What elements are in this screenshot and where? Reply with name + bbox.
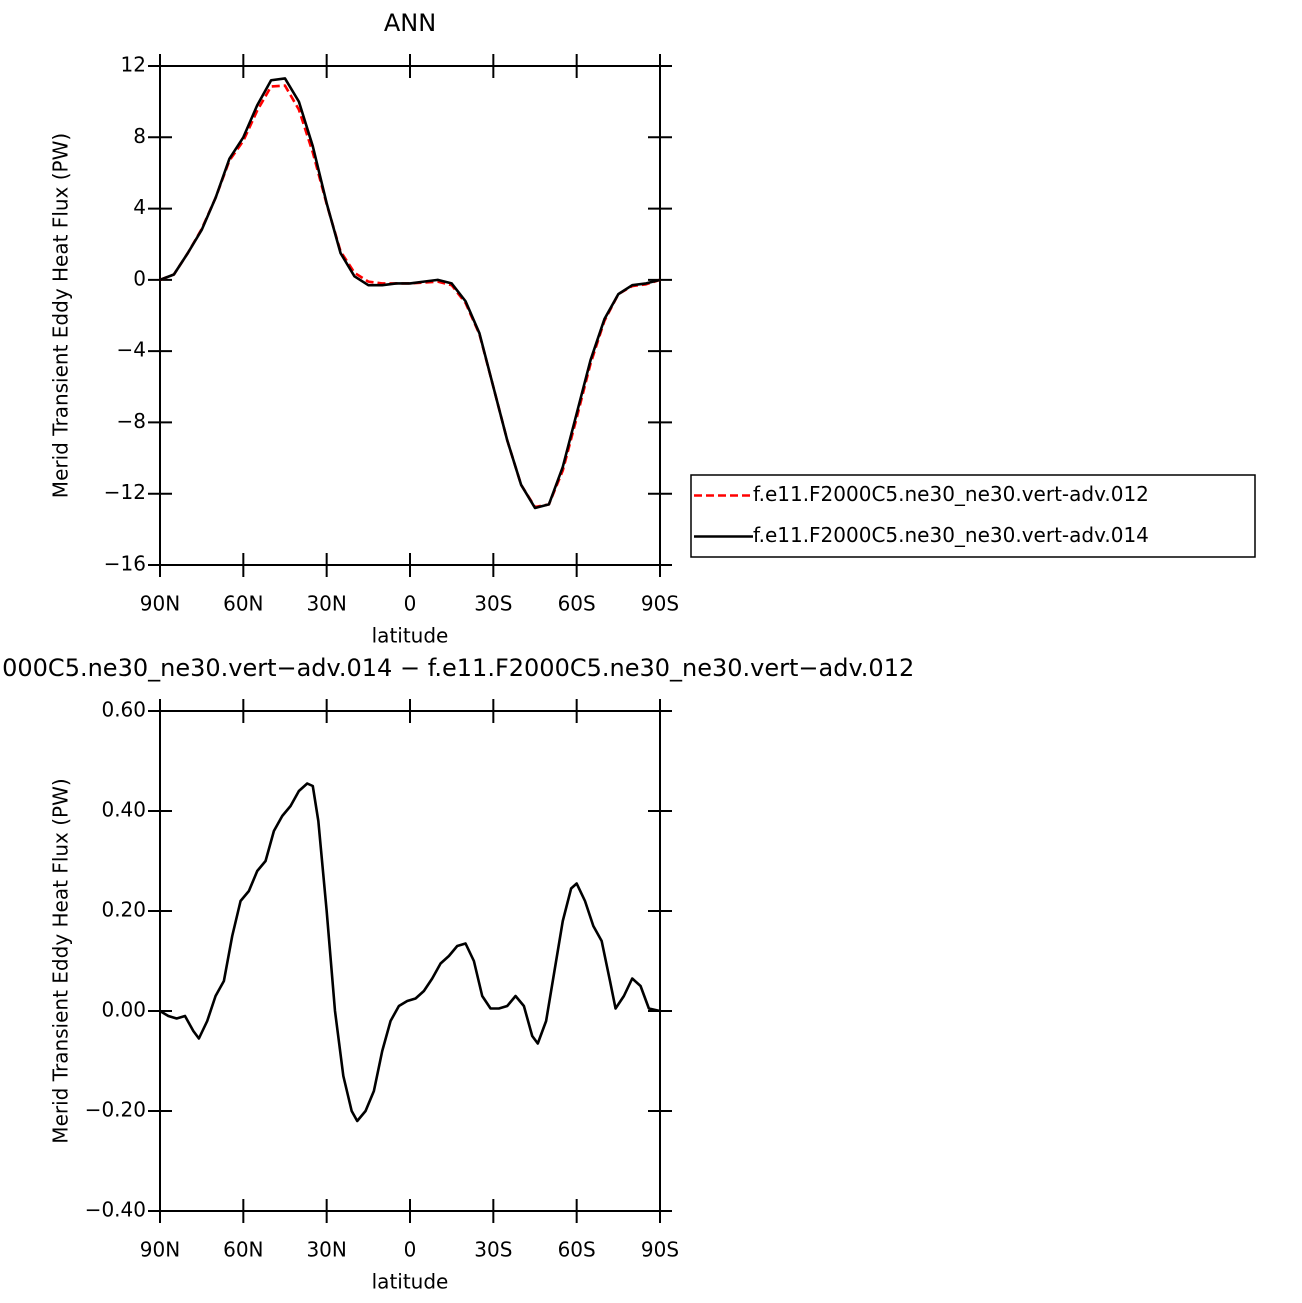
y-tick-label: 0.20 [101,898,146,922]
x-tick-label: 60S [558,592,596,616]
x-axis-label: latitude [372,624,449,648]
x-tick-label: 30S [474,1238,512,1262]
legend-box [690,474,1256,558]
legend-label: f.e11.F2000C5.ne30_ne30.vert-adv.014 [753,523,1149,547]
y-tick-label: 4 [133,195,146,219]
y-tick-label: 8 [133,124,146,148]
y-tick-label: −0.20 [85,1098,146,1122]
x-tick-label: 90S [641,1238,679,1262]
series-line [159,77,661,510]
y-tick-label: −16 [104,552,146,576]
plot-frame [159,710,661,1212]
x-tick-label: 60N [223,592,263,616]
y-axis-label: Merid Transient Eddy Heat Flux (PW) [49,778,73,1143]
y-tick-label: 0.00 [101,998,146,1022]
y-tick-label: 0.60 [101,698,146,722]
x-tick-label: 90S [641,592,679,616]
x-tick-label: 30N [306,1238,346,1262]
x-tick-label: 60S [558,1238,596,1262]
y-tick-label: 0 [133,266,146,290]
x-tick-label: 0 [404,1238,417,1262]
x-tick-label: 60N [223,1238,263,1262]
y-tick-label: −4 [117,338,146,362]
y-tick-label: −0.40 [85,1198,146,1222]
legend-label: f.e11.F2000C5.ne30_ne30.vert-adv.012 [753,482,1149,506]
x-tick-label: 30N [306,592,346,616]
y-tick-label: −8 [117,409,146,433]
x-axis-label: latitude [372,1270,449,1294]
y-tick-label: 12 [121,53,146,77]
x-tick-label: 90N [140,1238,180,1262]
chart-title: ANN [384,9,436,37]
y-tick-label: 0.40 [101,798,146,822]
series-line [159,782,661,1123]
y-axis-label: Merid Transient Eddy Heat Flux (PW) [49,133,73,498]
x-tick-label: 0 [404,592,417,616]
chart-title: f.e11.F2000C5.ne30_ne30.vert−adv.014 − f… [0,654,914,682]
x-tick-label: 90N [140,592,180,616]
plot-frame [159,65,661,566]
y-tick-label: −12 [104,480,146,504]
x-tick-label: 30S [474,592,512,616]
